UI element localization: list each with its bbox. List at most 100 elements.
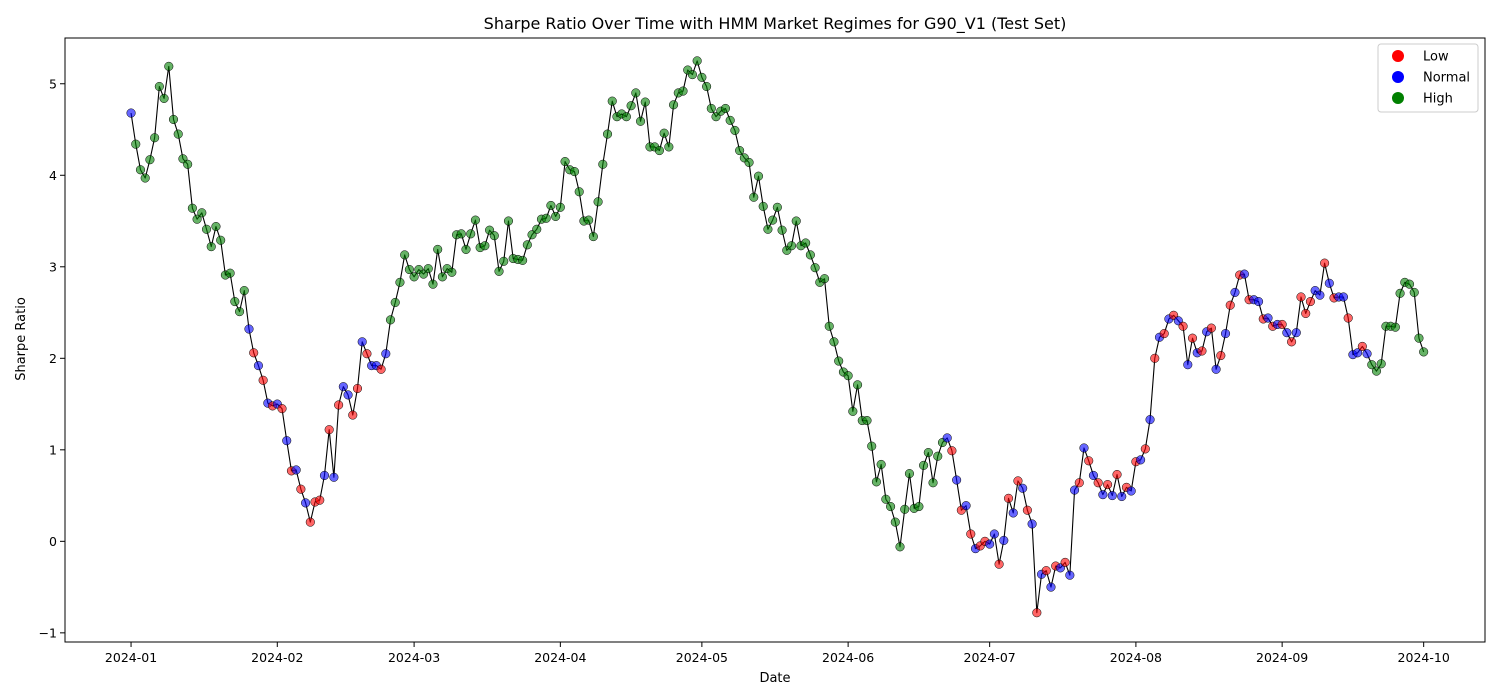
data-point xyxy=(763,224,773,234)
data-point xyxy=(338,382,348,392)
legend-marker xyxy=(1392,71,1404,83)
data-point xyxy=(324,425,334,435)
data-point xyxy=(834,356,844,366)
data-point xyxy=(1282,328,1292,338)
data-point xyxy=(400,250,410,260)
data-point xyxy=(1126,486,1136,496)
data-point xyxy=(433,244,443,254)
data-point xyxy=(749,192,759,202)
x-tick-label: 2024-03 xyxy=(388,650,440,665)
data-point xyxy=(829,337,839,347)
data-point xyxy=(843,371,853,381)
data-point xyxy=(654,146,664,156)
data-point xyxy=(923,448,933,458)
data-point xyxy=(503,216,514,226)
data-point xyxy=(1225,300,1235,310)
data-point xyxy=(1145,415,1155,425)
data-point xyxy=(1041,566,1051,576)
data-point xyxy=(848,406,858,416)
data-point xyxy=(669,100,679,110)
data-point xyxy=(702,81,712,92)
data-point xyxy=(824,321,834,331)
data-point xyxy=(1404,279,1415,289)
data-point xyxy=(1390,322,1400,332)
legend-marker xyxy=(1392,50,1404,62)
data-point xyxy=(574,187,584,197)
data-point xyxy=(890,517,900,527)
data-point xyxy=(631,88,641,98)
data-point xyxy=(305,517,315,527)
data-point xyxy=(1022,505,1032,515)
data-point xyxy=(928,478,938,488)
data-point xyxy=(168,114,179,124)
data-point xyxy=(131,139,141,149)
data-point xyxy=(768,215,778,225)
data-point xyxy=(1320,258,1330,268)
data-point xyxy=(1343,313,1353,323)
data-point xyxy=(1296,292,1306,302)
axes-frame xyxy=(64,37,1486,643)
data-point xyxy=(942,433,952,443)
data-point xyxy=(791,216,801,226)
data-point xyxy=(867,441,877,451)
data-point xyxy=(173,129,183,139)
y-tick-label: 4 xyxy=(49,168,57,183)
data-point xyxy=(1376,359,1386,369)
data-point xyxy=(489,231,499,241)
data-point xyxy=(253,361,263,371)
data-point xyxy=(1211,364,1221,374)
x-tick-label: 2024-01 xyxy=(105,650,157,665)
data-point xyxy=(588,232,598,242)
data-point xyxy=(447,267,457,277)
data-point xyxy=(206,242,216,252)
x-tick-label: 2024-02 xyxy=(251,650,303,665)
data-point xyxy=(376,364,386,374)
data-point xyxy=(720,103,731,114)
data-point xyxy=(961,501,971,511)
data-point xyxy=(409,272,419,282)
data-point xyxy=(541,213,551,223)
x-tick-label: 2024-05 xyxy=(676,650,728,665)
data-point xyxy=(428,279,438,289)
data-point xyxy=(1357,341,1367,351)
data-point xyxy=(1305,297,1315,307)
data-point xyxy=(404,264,414,275)
data-point xyxy=(555,202,565,212)
data-point xyxy=(470,215,480,225)
data-point xyxy=(499,256,509,266)
data-point xyxy=(1353,348,1363,358)
data-point xyxy=(687,70,697,80)
data-point xyxy=(1018,483,1028,493)
data-point xyxy=(296,484,306,494)
data-point xyxy=(522,240,532,250)
data-point xyxy=(805,250,815,260)
legend-label: Low xyxy=(1423,50,1449,65)
data-point xyxy=(343,390,353,400)
data-point xyxy=(126,108,136,118)
data-point xyxy=(1183,360,1193,370)
data-point xyxy=(952,475,962,485)
data-point xyxy=(730,125,740,135)
data-point xyxy=(1414,333,1424,343)
data-point xyxy=(187,203,197,213)
data-point xyxy=(334,400,344,410)
data-point xyxy=(786,241,797,251)
data-point xyxy=(1136,455,1146,465)
x-tick-label: 2024-07 xyxy=(964,650,1016,665)
data-point xyxy=(239,286,249,296)
data-point xyxy=(1008,508,1018,518)
data-point xyxy=(183,159,193,169)
data-point xyxy=(1230,287,1240,297)
data-point xyxy=(886,502,896,512)
data-point xyxy=(598,159,608,169)
data-point xyxy=(154,81,164,92)
data-point xyxy=(1216,351,1226,361)
data-point xyxy=(546,200,556,211)
data-point xyxy=(1178,321,1188,331)
y-tick-label: 2 xyxy=(49,351,57,366)
data-point xyxy=(551,211,561,221)
data-point xyxy=(871,477,881,487)
data-point xyxy=(966,529,976,539)
data-point xyxy=(904,469,915,479)
data-point xyxy=(678,86,688,96)
